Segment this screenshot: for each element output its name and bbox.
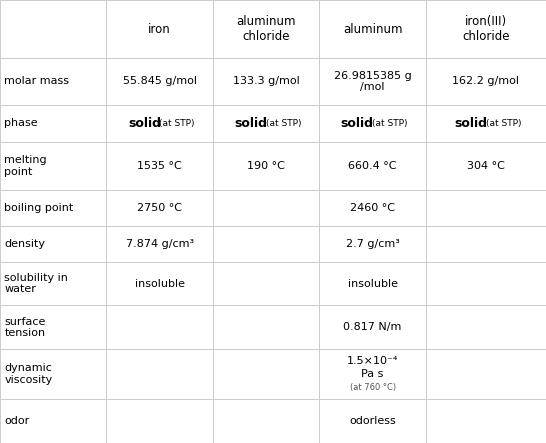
Bar	[426, 350, 546, 399]
Bar	[0, 350, 106, 399]
Bar	[213, 262, 319, 305]
Text: (at 760 °C): (at 760 °C)	[349, 383, 396, 392]
Text: 133.3 g/mol: 133.3 g/mol	[233, 77, 300, 86]
Bar	[319, 226, 426, 262]
Bar	[0, 190, 106, 226]
Text: 304 °C: 304 °C	[467, 161, 505, 171]
Bar	[106, 350, 213, 399]
Bar	[319, 262, 426, 305]
Bar	[106, 142, 213, 190]
Bar	[319, 58, 426, 105]
Bar	[426, 399, 546, 443]
Bar	[0, 0, 106, 58]
Bar	[213, 399, 319, 443]
Bar	[426, 226, 546, 262]
Text: (at STP): (at STP)	[485, 119, 521, 128]
Text: 2.7 g/cm³: 2.7 g/cm³	[346, 239, 400, 249]
Bar	[106, 226, 213, 262]
Text: 55.845 g/mol: 55.845 g/mol	[123, 77, 197, 86]
Bar	[213, 190, 319, 226]
Bar	[426, 190, 546, 226]
Bar	[106, 399, 213, 443]
Text: solid: solid	[234, 117, 268, 130]
Text: 162.2 g/mol: 162.2 g/mol	[453, 77, 519, 86]
Bar	[0, 58, 106, 105]
Bar	[319, 305, 426, 350]
Text: insoluble: insoluble	[135, 279, 185, 288]
Bar	[213, 142, 319, 190]
Text: 0.817 N/m: 0.817 N/m	[343, 323, 402, 332]
Text: iron(III)
chloride: iron(III) chloride	[462, 15, 509, 43]
Bar	[319, 399, 426, 443]
Bar	[213, 226, 319, 262]
Bar	[0, 305, 106, 350]
Bar	[0, 399, 106, 443]
Text: molar mass: molar mass	[4, 77, 69, 86]
Text: (at STP): (at STP)	[159, 119, 195, 128]
Bar	[0, 262, 106, 305]
Bar	[426, 0, 546, 58]
Text: 660.4 °C: 660.4 °C	[348, 161, 397, 171]
Bar	[106, 105, 213, 142]
Bar	[0, 226, 106, 262]
Text: solid: solid	[341, 117, 374, 130]
Bar	[106, 58, 213, 105]
Text: 2460 °C: 2460 °C	[350, 203, 395, 213]
Text: (at STP): (at STP)	[372, 119, 408, 128]
Text: Pa s: Pa s	[361, 369, 384, 379]
Bar	[319, 105, 426, 142]
Text: solid: solid	[454, 117, 487, 130]
Bar	[213, 350, 319, 399]
Bar	[213, 105, 319, 142]
Bar	[319, 142, 426, 190]
Bar	[213, 305, 319, 350]
Bar	[319, 190, 426, 226]
Bar	[426, 142, 546, 190]
Text: 26.9815385 g
/mol: 26.9815385 g /mol	[334, 71, 412, 92]
Bar	[213, 0, 319, 58]
Text: 1535 °C: 1535 °C	[138, 161, 182, 171]
Bar	[426, 105, 546, 142]
Bar	[106, 305, 213, 350]
Text: solid: solid	[128, 117, 161, 130]
Text: dynamic
viscosity: dynamic viscosity	[4, 363, 52, 385]
Bar	[0, 105, 106, 142]
Bar	[213, 58, 319, 105]
Text: odorless: odorless	[349, 416, 396, 426]
Bar	[426, 305, 546, 350]
Bar	[319, 0, 426, 58]
Text: 2750 °C: 2750 °C	[137, 203, 182, 213]
Text: density: density	[4, 239, 45, 249]
Text: solubility in
water: solubility in water	[4, 273, 68, 294]
Text: 190 °C: 190 °C	[247, 161, 285, 171]
Text: odor: odor	[4, 416, 29, 426]
Bar	[0, 142, 106, 190]
Text: insoluble: insoluble	[348, 279, 397, 288]
Text: (at STP): (at STP)	[266, 119, 301, 128]
Text: aluminum
chloride: aluminum chloride	[236, 15, 296, 43]
Text: phase: phase	[4, 118, 38, 128]
Text: aluminum: aluminum	[343, 23, 402, 35]
Bar	[426, 262, 546, 305]
Bar	[426, 58, 546, 105]
Bar	[106, 0, 213, 58]
Text: iron: iron	[149, 23, 171, 35]
Bar	[106, 190, 213, 226]
Text: surface
tension: surface tension	[4, 317, 46, 338]
Text: 7.874 g/cm³: 7.874 g/cm³	[126, 239, 194, 249]
Text: melting
point: melting point	[4, 155, 47, 177]
Bar	[106, 262, 213, 305]
Text: 1.5×10⁻⁴: 1.5×10⁻⁴	[347, 356, 399, 366]
Text: boiling point: boiling point	[4, 203, 74, 213]
Bar	[319, 350, 426, 399]
